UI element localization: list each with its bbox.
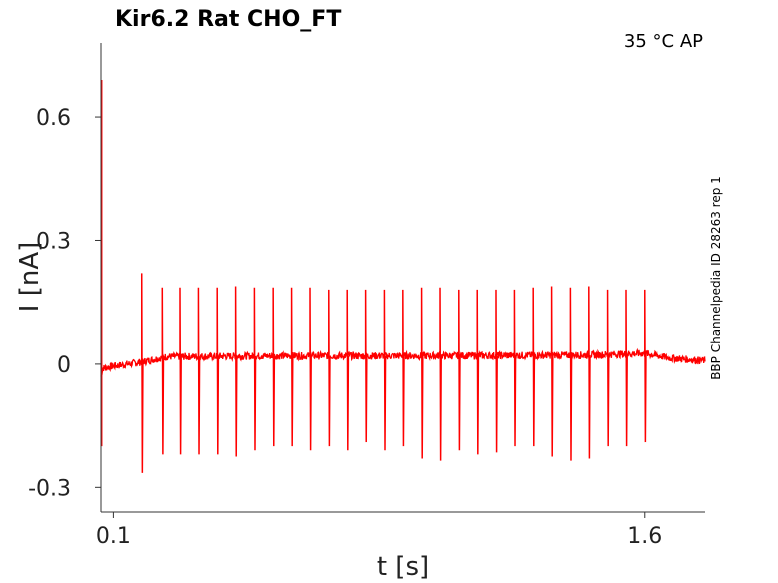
trace-spike: [140, 273, 144, 473]
trace-spike: [495, 289, 498, 453]
condition-label: 35 °C AP: [624, 31, 703, 52]
x-axis-label: t [s]: [377, 552, 429, 582]
trace-spike: [364, 289, 368, 443]
x-tick-label: 1.6: [627, 524, 662, 549]
trace-spike: [272, 287, 276, 447]
y-tick-label: -0.3: [28, 476, 71, 501]
trace-spike: [216, 287, 220, 455]
trace-spike: [458, 289, 461, 451]
trace-spike: [346, 289, 350, 451]
trace-spike: [179, 287, 182, 455]
trace-spike: [234, 286, 238, 457]
y-tick-label: 0.3: [36, 229, 71, 254]
trace-spike: [161, 287, 165, 455]
trace-spike: [309, 287, 312, 451]
y-ticks: -0.3 0 0.3 0.6: [28, 106, 101, 501]
trace-spike: [290, 287, 294, 447]
trace-spike: [644, 289, 647, 443]
x-tick-label: 0.1: [96, 524, 131, 549]
trace-spike: [383, 289, 387, 451]
trace-layer: [100, 80, 706, 473]
trace-spike: [513, 289, 517, 447]
trace-spike: [253, 287, 257, 451]
chart-title: Kir6.2 Rat CHO_FT: [115, 7, 341, 32]
trace-spike: [569, 287, 573, 461]
x-ticks: 0.1 1.6: [96, 512, 662, 549]
trace-spike: [328, 289, 331, 447]
side-source-label: BBP Channelpedia ID 28263 rep 1: [709, 176, 723, 380]
y-axis-label: I [nA]: [15, 242, 45, 312]
trace-spike: [606, 289, 610, 447]
y-tick-label: 0.6: [36, 106, 71, 131]
trace-spike: [402, 289, 405, 447]
trace-spike: [625, 289, 628, 447]
trace-spike: [476, 289, 480, 455]
trace-spike: [197, 287, 201, 455]
plot-area: -0.3 0 0.3 0.6 0.1 1.6: [28, 43, 706, 549]
y-tick-label: 0: [57, 353, 71, 378]
trace-spike: [420, 287, 424, 459]
trace-spike: [532, 287, 536, 447]
trace-spike: [439, 287, 442, 461]
trace-spike: [550, 286, 554, 457]
trace-spike: [588, 286, 591, 459]
